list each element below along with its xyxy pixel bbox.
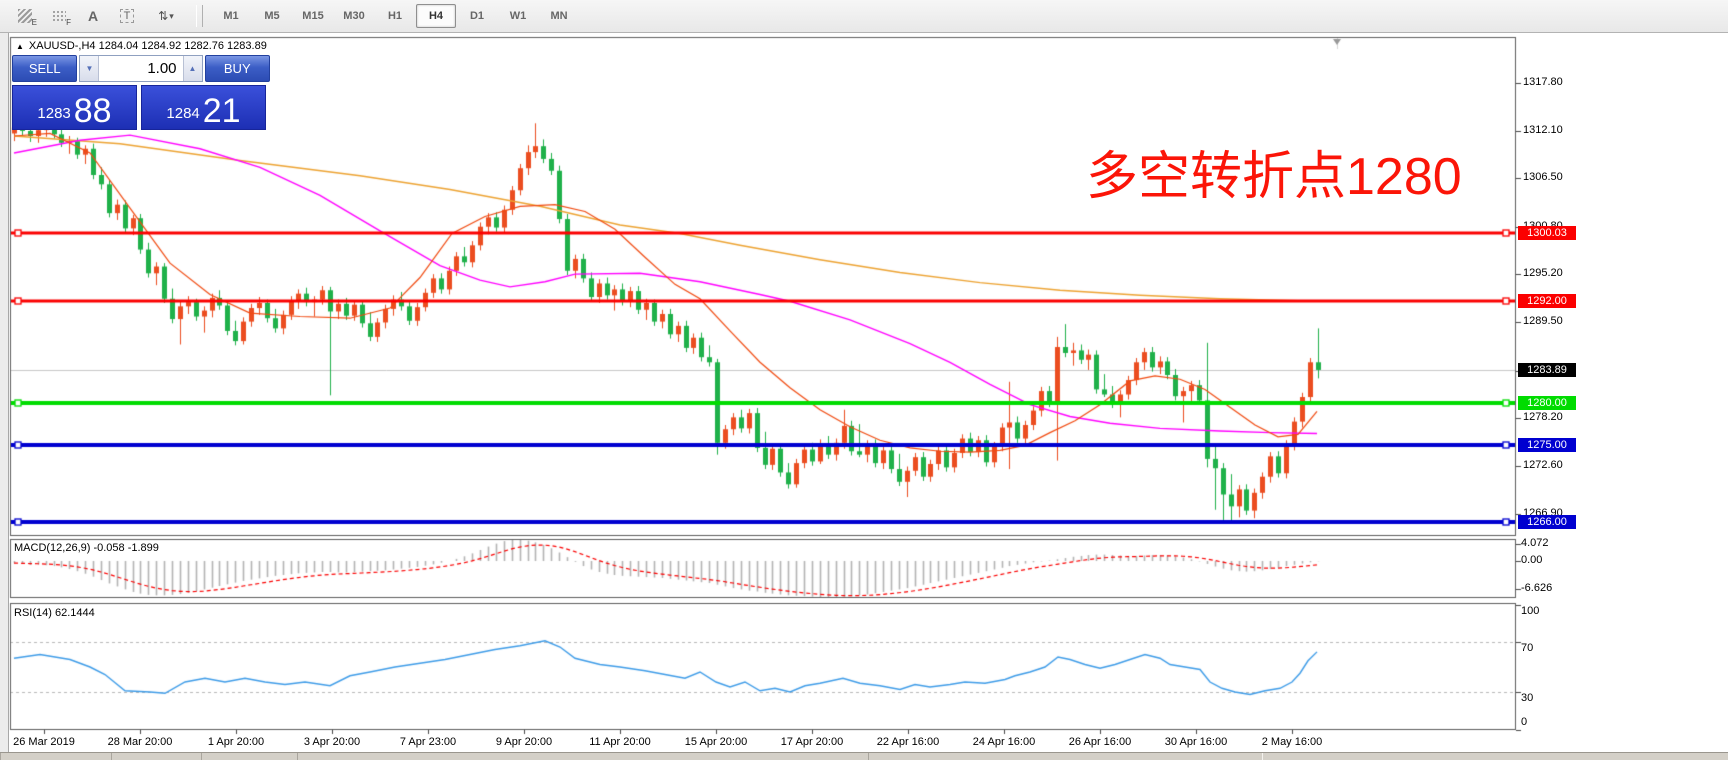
date-label: 9 Apr 20:00: [495, 736, 553, 748]
icon-letter: E: [31, 18, 37, 27]
rsi-tick-label: 30: [1521, 692, 1534, 704]
hline-price-label: 1280.00: [1518, 395, 1576, 410]
date-label: 1 Apr 20:00: [207, 736, 265, 748]
status-segment: [111, 753, 202, 760]
date-label: 3 Apr 20:00: [303, 736, 361, 748]
rsi-tick-label: 0: [1521, 716, 1528, 728]
current-price-label: 1283.89: [1518, 363, 1576, 377]
volume-input[interactable]: 1.00: [147, 60, 177, 77]
date-label: 7 Apr 23:00: [399, 736, 457, 748]
status-segment: [868, 753, 1263, 760]
toolbar: E F A T ⇅ ▾ M1 M5 M15 M30 H1 H4 D1 W1 MN: [0, 0, 1728, 33]
volume-increase-button[interactable]: ▲: [182, 56, 202, 81]
tf-button-MN[interactable]: MN: [550, 10, 568, 22]
icon-letter: F: [66, 18, 71, 27]
price-tick-label: 1295.20: [1523, 267, 1563, 280]
candlestick-icon: [18, 9, 32, 23]
letter-a-icon: A: [87, 8, 99, 24]
toolbar-grip: [196, 5, 203, 27]
status-segment: [201, 753, 298, 760]
ohlc-readout: XAUUSD-,H4 1284.04 1284.92 1282.76 1283.…: [28, 40, 267, 52]
price-tick-label: 1289.50: [1523, 315, 1563, 328]
macd-tick-label: -6.626: [1521, 582, 1553, 595]
date-label: 22 Apr 16:00: [876, 736, 940, 748]
volume-decrease-button[interactable]: ▼: [80, 56, 100, 81]
sell-button[interactable]: SELL: [12, 55, 78, 82]
hline-price-label: 1266.00: [1518, 514, 1576, 529]
macd-title: MACD(12,26,9) -0.058 -1.899: [14, 542, 159, 554]
rsi-tick-label: 100: [1521, 605, 1540, 617]
letter-t-icon: T: [119, 9, 135, 23]
tf-button-W1[interactable]: W1: [509, 10, 527, 22]
tf-button-M1[interactable]: M1: [223, 10, 239, 22]
macd-tick-label: 0.00: [1521, 554, 1543, 566]
buy-button[interactable]: BUY: [204, 55, 270, 82]
sort-arrows-button[interactable]: ⇅ ▾: [146, 3, 186, 29]
date-label: 30 Apr 16:00: [1164, 736, 1228, 748]
rsi-title: RSI(14) 62.1444: [14, 607, 95, 619]
sell-price-big: 88: [73, 92, 112, 130]
price-tick-label: 1312.10: [1523, 123, 1563, 136]
hline-price-label: 1300.03: [1518, 226, 1576, 241]
macd-tick-label: 4.072: [1521, 536, 1549, 549]
status-segment: [297, 753, 869, 760]
buy-price-small: 1284: [166, 105, 200, 122]
left-gutter: [0, 33, 9, 760]
price-tick-label: 1306.50: [1523, 171, 1563, 184]
arrows-icon: ⇅: [158, 9, 168, 23]
tf-button-H1[interactable]: H1: [387, 10, 403, 22]
price-tick-label: 1272.60: [1523, 458, 1563, 471]
sell-price-box[interactable]: 1283 88: [12, 85, 137, 130]
date-label: 15 Apr 20:00: [684, 736, 748, 748]
date-label: 17 Apr 20:00: [780, 736, 844, 748]
text-box-button[interactable]: T: [112, 3, 142, 29]
date-label: 26 Mar 2019: [13, 736, 75, 748]
tf-button-D1[interactable]: D1: [469, 10, 485, 22]
sell-price-small: 1283: [37, 105, 71, 122]
date-label: 26 Apr 16:00: [1068, 736, 1132, 748]
tf-button-M15[interactable]: M15: [302, 10, 324, 22]
collapse-arrow-icon[interactable]: ▲: [16, 42, 24, 51]
price-tick-label: 1278.20: [1523, 411, 1563, 424]
buy-price-box[interactable]: 1284 21: [141, 85, 266, 130]
text-label-button[interactable]: A: [78, 3, 108, 29]
chart-type-icon[interactable]: E: [10, 3, 40, 29]
one-click-trade-panel: SELL ▼ 1.00 ▲ BUY 1283 88 1284 21: [12, 55, 270, 130]
chevron-down-icon: ▾: [169, 10, 174, 21]
annotation-text[interactable]: 多空转折点1280: [1086, 148, 1462, 206]
tf-button-H4[interactable]: H4: [416, 4, 456, 28]
price-tick-label: 1317.80: [1523, 75, 1563, 88]
tf-button-M30[interactable]: M30: [343, 10, 365, 22]
grid-icon-button[interactable]: F: [44, 3, 74, 29]
tf-button-M5[interactable]: M5: [264, 10, 280, 22]
date-label: 28 Mar 20:00: [107, 736, 173, 748]
date-label: 24 Apr 16:00: [972, 736, 1036, 748]
status-segment: [0, 753, 112, 760]
rsi-tick-label: 70: [1521, 642, 1534, 654]
timeframe-bar: M1 M5 M15 M30 H1 H4 D1 W1 MN: [211, 4, 580, 28]
buy-price-big: 21: [202, 92, 241, 130]
grid-icon: [52, 10, 66, 22]
hline-price-label: 1292.00: [1518, 294, 1576, 309]
hline-price-label: 1275.00: [1518, 438, 1576, 453]
chart-symbol-title: ▲ XAUUSD-,H4 1284.04 1284.92 1282.76 1283…: [16, 40, 267, 52]
status-strip: [0, 752, 1728, 760]
date-label: 11 Apr 20:00: [589, 736, 651, 748]
volume-stepper: ▼ 1.00 ▲: [79, 55, 203, 82]
date-label: 2 May 16:00: [1261, 736, 1323, 748]
